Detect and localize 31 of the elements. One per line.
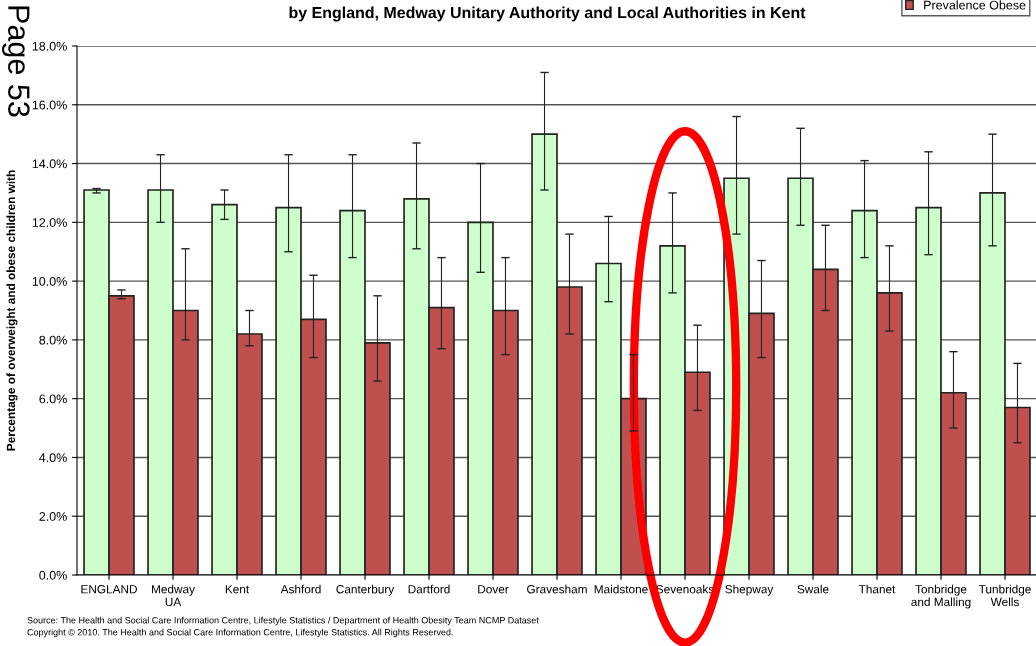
x-tick-label: Shepway (725, 584, 774, 596)
x-tick-label: Gravesham (527, 584, 587, 594)
x-tick-label: Swale (797, 584, 829, 594)
x-tick-label: ENGLAND (81, 585, 137, 594)
x-tick-label: Tunbridge Wells (978, 584, 1031, 607)
y-tick-label: 18.0% (32, 41, 67, 51)
y-tick-label: 0.0% (39, 570, 67, 580)
y-tick-label: 6.0% (39, 394, 67, 404)
x-tick-label: Sevenoaks (656, 584, 714, 594)
source-note: Source: The Health and Social Care Information Centre, Lifestyle Statistics / Department of Health Obesity Team NCMP Dataset (27, 616, 539, 626)
x-tick-label: Maidstone (594, 584, 648, 594)
chart-title: by England, Medway Unitary Authority and Local Authorities in Kent (289, 6, 806, 22)
y-tick-label: 14.0% (32, 159, 67, 169)
x-tick-label: Dover (478, 585, 509, 594)
legend-label: Prevalence Obese (924, 0, 1026, 10)
y-tick-label: 16.0% (32, 100, 67, 110)
x-tick-label: Dartford (408, 584, 450, 594)
y-tick-label: 12.0% (32, 218, 67, 227)
y-tick-label: 8.0% (39, 335, 67, 345)
text: Page 53 (2, 6, 30, 117)
x-tick-label: Tonbridge and Malling (911, 584, 971, 609)
text: Copyright © 2010. The Health and Social Care Information Centre, Lifestyle Statistics. All Rights Reserved. (27, 628, 453, 638)
x-tick-label: Thanet (858, 584, 896, 594)
y-tick-label: 10.0% (32, 276, 67, 286)
y-tick-label: 4.0% (39, 453, 67, 463)
x-tick-label: Kent (225, 585, 250, 594)
y-tick-label: 2.0% (39, 512, 67, 521)
x-tick-label: Ashford (280, 584, 321, 594)
x-tick-label: Medway UA (151, 584, 195, 607)
x-tick-label: Canterbury (336, 584, 395, 596)
y-axis-title: Percentage of overweight and obese children with (6, 170, 18, 451)
